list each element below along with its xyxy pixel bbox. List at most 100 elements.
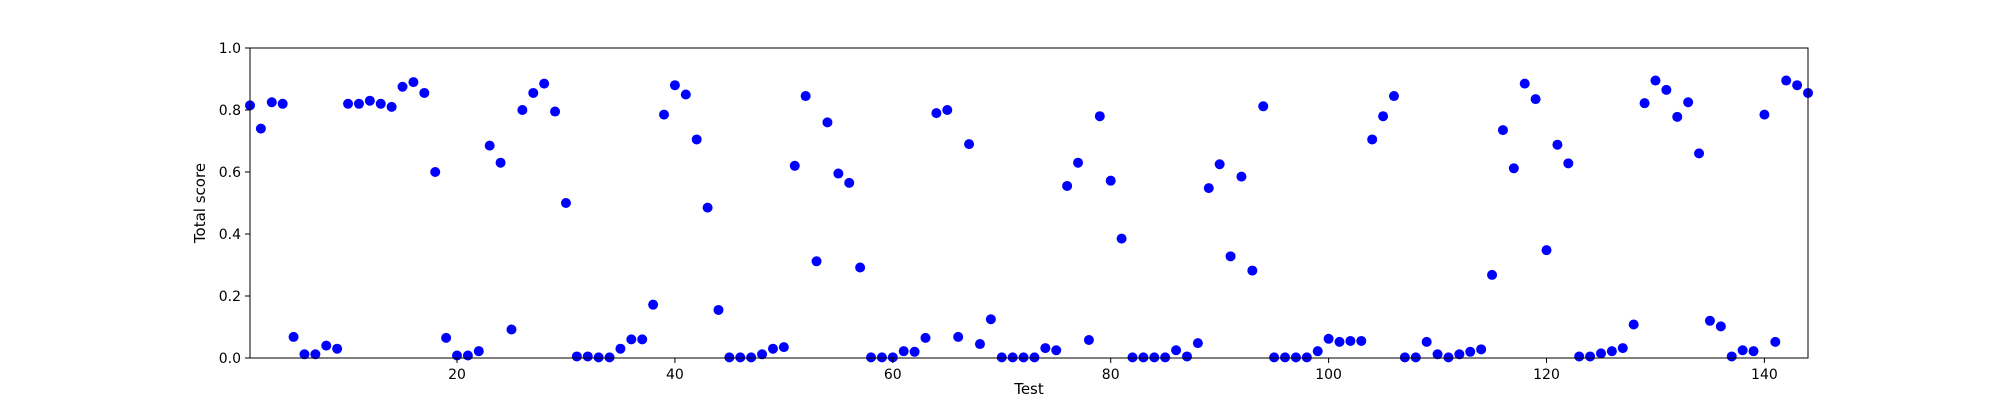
data-point (1247, 265, 1258, 276)
data-point (855, 262, 866, 273)
data-point (1138, 352, 1149, 363)
data-point (800, 91, 811, 102)
data-point (1018, 352, 1029, 363)
data-point (626, 334, 637, 345)
data-point (1476, 344, 1487, 355)
data-point (1497, 125, 1508, 136)
data-point (1617, 343, 1628, 354)
data-point (1487, 269, 1498, 280)
x-axis-ticks: 20 40 60 80 100 120 140 (448, 358, 1778, 383)
y-tick-label: 0.2 (219, 289, 241, 305)
data-point (1508, 163, 1519, 174)
data-point (495, 157, 506, 168)
data-point (964, 139, 975, 150)
data-point (1781, 75, 1792, 86)
data-point (1704, 315, 1715, 326)
data-point (1650, 75, 1661, 86)
data-point (1530, 94, 1541, 105)
data-point (1454, 349, 1465, 360)
data-point (364, 95, 375, 106)
x-tick-label: 100 (1315, 367, 1342, 383)
data-point (1759, 109, 1770, 120)
data-point (321, 340, 332, 351)
data-point (974, 339, 985, 350)
data-point (1661, 84, 1672, 95)
data-point (1094, 111, 1105, 122)
x-tick-label: 120 (1533, 367, 1560, 383)
data-point (462, 350, 473, 361)
data-point (1574, 351, 1585, 362)
data-point (746, 352, 757, 363)
data-point (1181, 351, 1192, 362)
data-point (560, 198, 571, 208)
x-tick-label: 80 (1102, 367, 1120, 383)
data-point (506, 324, 517, 335)
data-point (1051, 345, 1062, 356)
data-point (898, 346, 909, 357)
data-point (637, 334, 648, 345)
data-point (310, 349, 321, 360)
data-point (920, 332, 931, 343)
x-tick-label: 20 (448, 367, 466, 383)
data-point (571, 351, 582, 362)
y-axis-label: Total score (191, 163, 209, 244)
data-point (1715, 321, 1726, 332)
data-points (245, 75, 1813, 363)
data-point (1171, 345, 1182, 356)
data-point (1770, 336, 1781, 347)
data-point (604, 352, 615, 363)
y-tick-label: 0.0 (219, 351, 241, 367)
data-point (277, 98, 288, 109)
data-point (1323, 333, 1334, 344)
y-axis-ticks: 0.0 0.2 0.4 0.6 0.8 1.0 (219, 41, 250, 367)
data-point (550, 106, 561, 117)
data-point (343, 98, 354, 109)
y-tick-label: 0.4 (219, 227, 241, 243)
data-point (1792, 80, 1803, 91)
data-point (1105, 175, 1116, 186)
data-point (1367, 134, 1378, 145)
data-point (430, 167, 441, 177)
data-point (876, 352, 887, 363)
x-tick-label: 140 (1751, 367, 1778, 383)
data-point (1269, 352, 1280, 363)
data-point (517, 105, 528, 115)
x-axis-label: Test (1013, 380, 1044, 398)
data-point (757, 349, 768, 360)
data-point (909, 346, 920, 357)
data-point (1345, 335, 1356, 346)
data-point (1225, 251, 1236, 262)
data-point (484, 140, 495, 151)
data-point (582, 351, 593, 362)
data-point (1737, 345, 1748, 356)
y-tick-label: 0.8 (219, 103, 241, 119)
data-point (811, 256, 822, 267)
data-point (724, 352, 735, 363)
data-point (866, 352, 877, 363)
data-point (1563, 158, 1574, 169)
data-point (1410, 352, 1421, 363)
data-point (255, 123, 266, 134)
data-point (353, 98, 364, 109)
x-tick-label: 60 (884, 367, 902, 383)
data-point (1726, 351, 1737, 362)
data-point (1160, 352, 1171, 363)
data-point (1116, 233, 1127, 244)
data-point (887, 352, 898, 363)
data-point (659, 109, 670, 120)
data-point (844, 177, 855, 188)
data-point (539, 78, 550, 89)
data-point (473, 346, 484, 357)
data-point (1399, 352, 1410, 363)
data-point (615, 343, 626, 354)
data-point (1388, 91, 1399, 102)
data-point (822, 117, 833, 128)
data-point (931, 108, 942, 119)
data-point (1301, 352, 1312, 363)
data-point (648, 299, 659, 310)
data-point (1595, 348, 1606, 359)
data-point (1192, 338, 1203, 349)
data-point (669, 80, 680, 91)
data-point (408, 77, 419, 88)
data-point (1258, 101, 1269, 112)
